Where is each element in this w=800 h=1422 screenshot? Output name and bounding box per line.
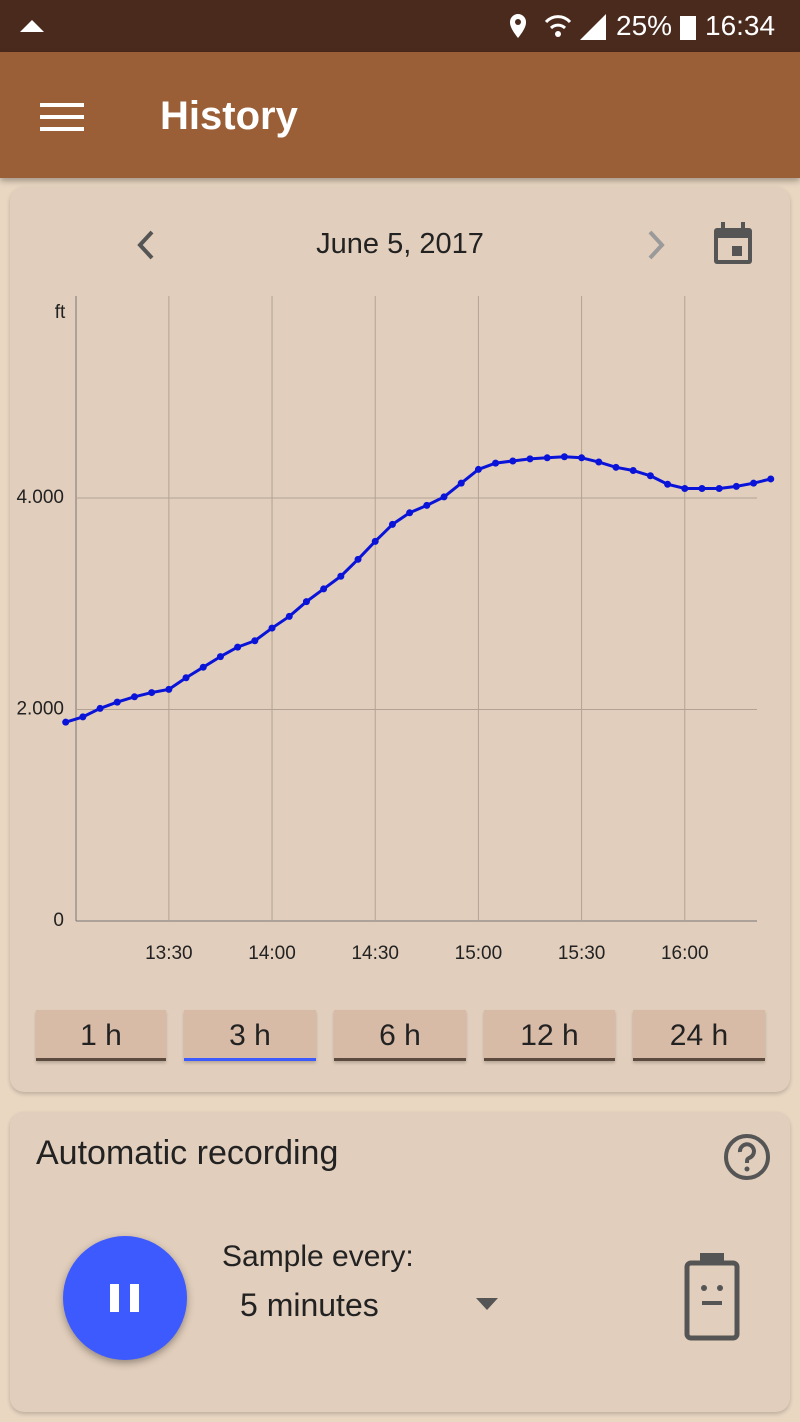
point <box>526 455 534 463</box>
point <box>664 480 672 488</box>
app-title: History <box>160 94 298 138</box>
calendar-button[interactable] <box>708 220 758 268</box>
battery-percent: 25% <box>616 10 673 41</box>
point <box>750 479 758 487</box>
point <box>96 704 104 712</box>
date-label: June 5, 2017 <box>316 228 484 260</box>
dropdown-arrow[interactable] <box>474 1296 500 1312</box>
help-button[interactable] <box>722 1132 772 1182</box>
battery-icon <box>684 1253 740 1341</box>
x-tick-label: 15:00 <box>455 943 503 964</box>
point <box>182 674 190 682</box>
point <box>406 509 414 517</box>
y-tick-label: 2.000 <box>16 699 64 720</box>
point <box>79 713 87 721</box>
point <box>388 520 396 528</box>
point <box>320 585 328 593</box>
x-tick-label: 14:30 <box>351 943 399 964</box>
point <box>509 457 517 465</box>
point <box>681 484 689 492</box>
point <box>698 484 706 492</box>
point <box>148 689 156 697</box>
x-tick-label: 15:30 <box>558 943 606 964</box>
point <box>354 555 362 563</box>
range-button[interactable]: 1 h <box>36 1010 166 1061</box>
history-card <box>10 187 790 1092</box>
point <box>268 624 276 632</box>
point <box>423 501 431 509</box>
x-tick-label: 13:30 <box>145 943 193 964</box>
y-axis-label: ft <box>55 302 66 323</box>
line <box>65 455 772 724</box>
prev-day[interactable] <box>130 226 164 264</box>
point <box>251 637 259 645</box>
clock: 16:34 <box>705 10 776 41</box>
y-tick-label: 0 <box>53 910 64 931</box>
point <box>285 612 293 620</box>
point <box>371 537 379 545</box>
chart: ft 0 2.000 4.000 13:30 14:00 14:30 15:00 15:30 1… <box>16 296 775 964</box>
y-tick-label: 4.000 <box>16 487 64 508</box>
point <box>62 718 70 726</box>
menu-button[interactable] <box>36 100 88 134</box>
point <box>543 454 551 462</box>
sample-label: Sample every: <box>222 1240 414 1273</box>
point <box>199 663 207 671</box>
sample-value[interactable]: 5 minutes <box>240 1287 379 1323</box>
point <box>457 479 465 487</box>
point <box>612 463 620 471</box>
point <box>767 475 775 483</box>
point <box>216 653 224 661</box>
point <box>474 465 482 473</box>
point <box>578 454 586 462</box>
point <box>646 472 654 480</box>
app-bar: History <box>0 52 800 178</box>
point <box>337 572 345 580</box>
point <box>440 493 448 501</box>
status-icons <box>20 14 696 40</box>
point <box>629 466 637 474</box>
point <box>560 453 568 461</box>
recording-title: Automatic recording <box>36 1134 339 1172</box>
x-tick-label: 14:00 <box>248 943 296 964</box>
range-button[interactable]: 6 h <box>334 1010 466 1061</box>
pause-button[interactable] <box>52 1226 198 1372</box>
point <box>165 685 173 693</box>
next-day[interactable] <box>638 226 672 264</box>
x-tick-label: 16:00 <box>661 943 709 964</box>
point <box>130 693 138 701</box>
point <box>595 458 603 466</box>
point <box>715 484 723 492</box>
range-button[interactable]: 12 h <box>484 1010 615 1061</box>
status-bar: 25% 16:34 <box>0 0 800 52</box>
point <box>113 698 121 706</box>
point <box>302 598 310 606</box>
point <box>234 643 242 651</box>
point <box>732 482 740 490</box>
range-button[interactable]: 24 h <box>633 1010 765 1061</box>
point <box>492 459 500 467</box>
range-button[interactable]: 3 h <box>184 1010 316 1061</box>
